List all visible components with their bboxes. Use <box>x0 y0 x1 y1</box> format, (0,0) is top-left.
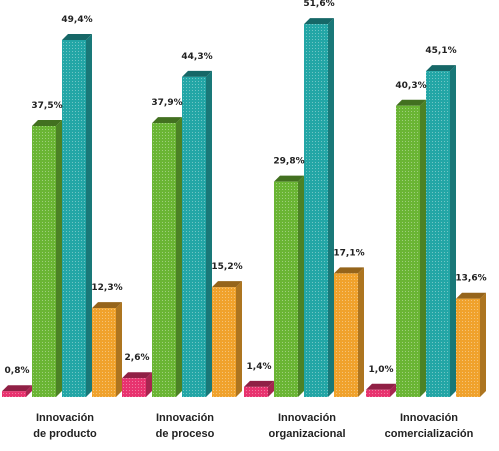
value-label-2-3: 17,1% <box>333 248 364 258</box>
value-label-0-1: 37,5% <box>31 101 62 111</box>
value-label-0-2: 49,4% <box>61 15 92 25</box>
value-label-2-1: 29,8% <box>273 157 304 167</box>
value-label-1-1: 37,9% <box>151 98 182 108</box>
value-label-2-0: 1,4% <box>247 362 272 372</box>
value-label-3-3: 13,6% <box>455 274 486 284</box>
value-label-3-1: 40,3% <box>395 81 426 91</box>
bar-1-1 <box>152 117 182 397</box>
bar-3-3 <box>456 292 486 397</box>
bar-0-0 <box>2 385 32 397</box>
bar-1-3 <box>212 281 242 397</box>
value-label-0-0: 0,8% <box>5 366 30 376</box>
bar-3-1 <box>396 99 426 398</box>
value-label-1-0: 2,6% <box>125 353 150 363</box>
bar-1-2 <box>182 70 212 398</box>
bar-0-1 <box>32 119 62 397</box>
bar-3-2 <box>426 65 456 398</box>
bar-0-2 <box>62 34 92 397</box>
value-label-1-3: 15,2% <box>211 262 242 272</box>
category-label-3: Innovación comercialización <box>385 412 474 440</box>
bar-2-3 <box>334 267 364 397</box>
bar-3-0 <box>366 383 396 397</box>
bar-1-0 <box>122 372 152 397</box>
category-label-0: Innovación de producto <box>33 412 97 440</box>
category-label-2: Innovación organizacional <box>268 412 345 440</box>
bar-2-2 <box>304 18 334 397</box>
value-label-0-3: 12,3% <box>91 283 122 293</box>
bar-0-3 <box>92 302 122 397</box>
value-label-3-0: 1,0% <box>369 365 394 375</box>
value-label-1-2: 44,3% <box>181 52 212 62</box>
category-label-1: Innovación de proceso <box>156 412 215 440</box>
bar-2-1 <box>274 175 304 397</box>
value-label-3-2: 45,1% <box>425 46 456 56</box>
bar-2-0 <box>244 380 274 397</box>
value-label-2-2: 51,6% <box>303 0 334 9</box>
